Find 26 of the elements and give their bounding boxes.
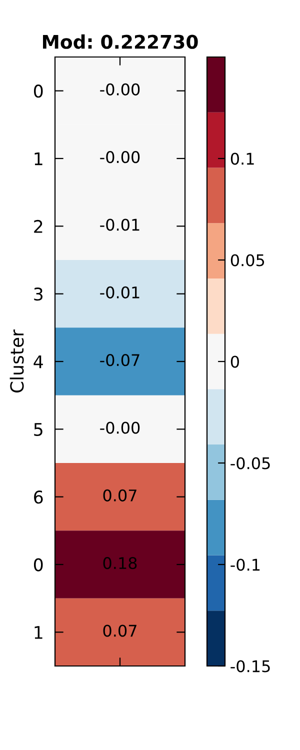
y-tick-label: 1 bbox=[34, 626, 42, 639]
data-label: -0.01 bbox=[100, 218, 140, 231]
color-bar-label: 0.1 bbox=[230, 152, 254, 165]
color-bar-label: -0.1 bbox=[230, 558, 260, 571]
data-label: 0.18 bbox=[103, 557, 137, 570]
color-bar-label: 0.05 bbox=[230, 254, 264, 266]
data-label: -0.00 bbox=[100, 422, 140, 434]
y-tick-label: 3 bbox=[34, 288, 42, 301]
data-label: -0.07 bbox=[100, 354, 140, 366]
data-label: -0.01 bbox=[100, 286, 140, 298]
y-tick-label: 4 bbox=[34, 355, 43, 368]
y-tick-label: 5 bbox=[34, 423, 42, 436]
data-label: 0.07 bbox=[103, 489, 136, 502]
data-label: 0.07 bbox=[103, 624, 136, 637]
y-tick-label: 2 bbox=[34, 220, 42, 233]
color-bar-label: -0.05 bbox=[230, 457, 270, 470]
y-tick-label: 6 bbox=[34, 490, 43, 504]
chart-title: Mod: 0.222730 bbox=[43, 34, 198, 49]
y-tick-label: 0 bbox=[34, 558, 43, 572]
y-axis-title: Cluster bbox=[10, 329, 24, 393]
data-label: -0.00 bbox=[100, 151, 140, 164]
color-bar-label: -0.15 bbox=[230, 660, 270, 672]
color-bar-label: 0 bbox=[230, 356, 239, 368]
data-label: -0.00 bbox=[100, 83, 140, 96]
y-tick-label: 0 bbox=[34, 84, 43, 98]
y-tick-label: 1 bbox=[34, 152, 42, 166]
